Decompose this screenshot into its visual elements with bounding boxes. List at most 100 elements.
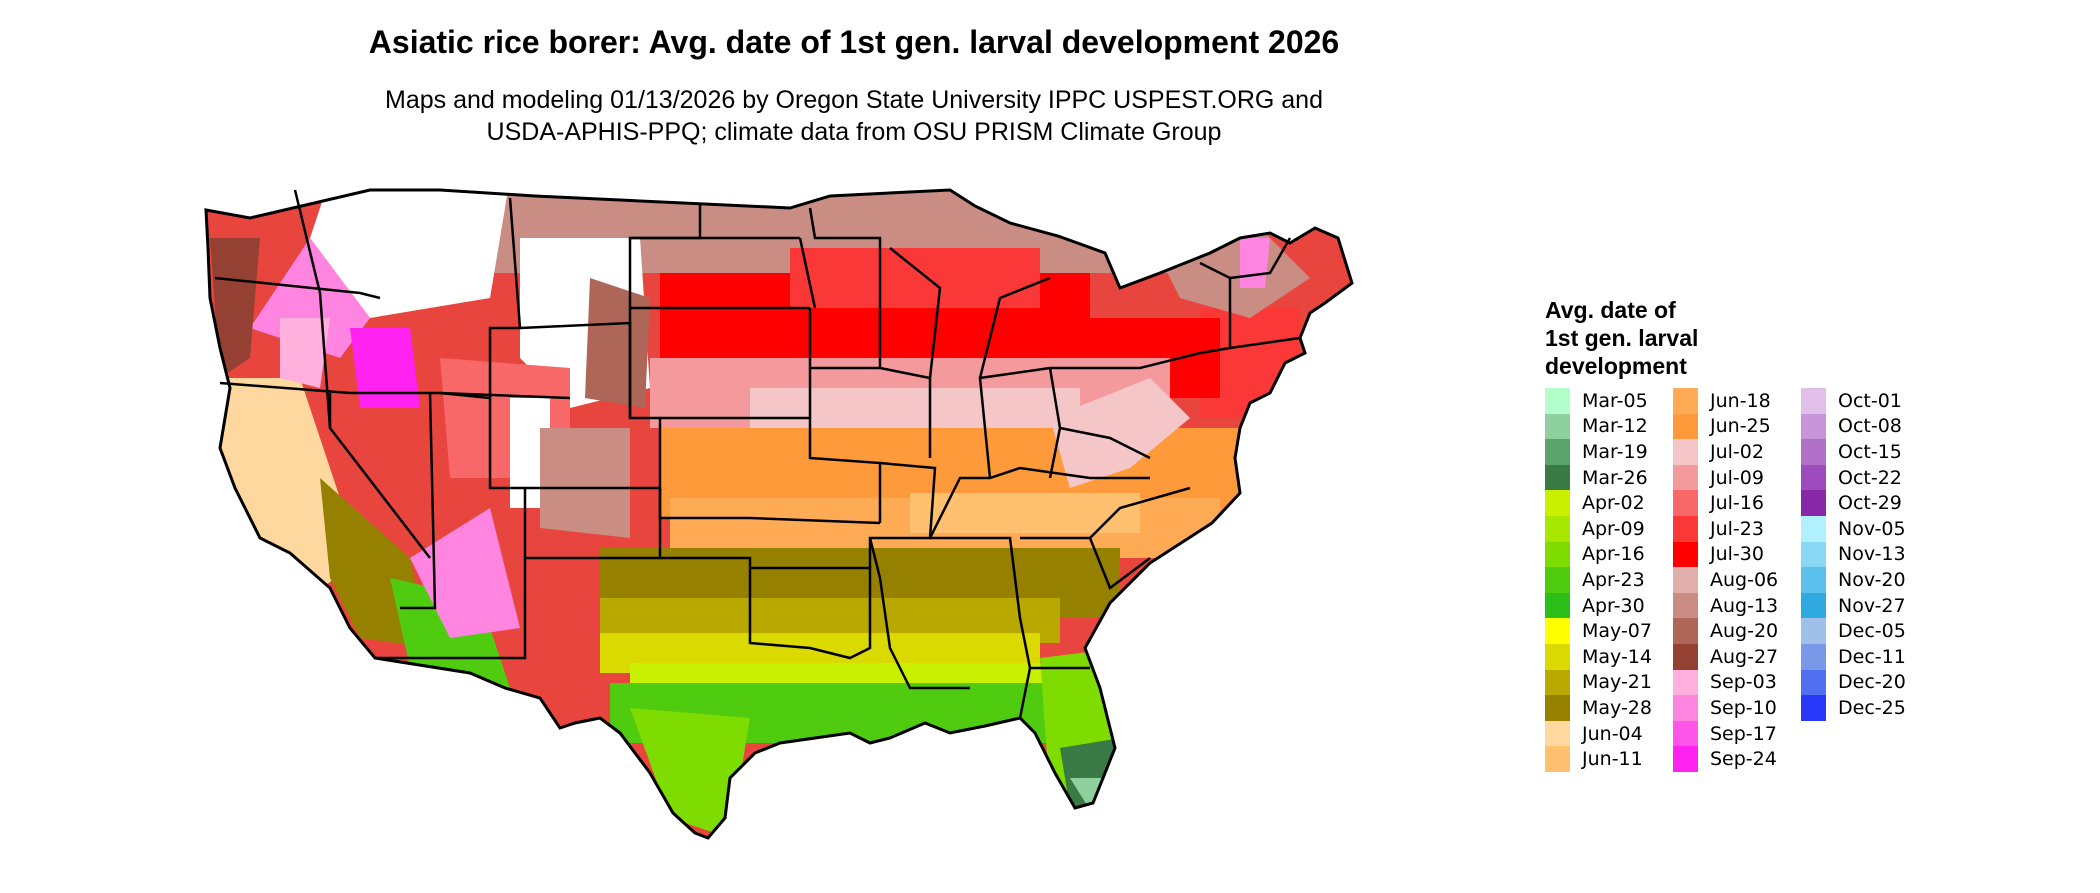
legend-swatch (1673, 720, 1698, 747)
legend-item: Apr-09 (1545, 515, 1675, 542)
legend-swatch (1673, 669, 1698, 696)
legend-label: Oct-29 (1838, 492, 1902, 515)
legend-item: Jul-02 (1673, 439, 1803, 465)
legend-item: Jun-11 (1545, 746, 1675, 772)
legend-label: Oct-01 (1838, 389, 1902, 412)
legend-swatch (1545, 643, 1570, 670)
legend-label: Apr-09 (1582, 517, 1645, 540)
legend-label: Mar-05 (1582, 389, 1648, 412)
legend-label: Nov-05 (1838, 517, 1906, 540)
legend-item: Oct-01 (1801, 388, 1931, 414)
legend-label: Mar-12 (1582, 415, 1648, 438)
legend-label: Aug-06 (1710, 568, 1779, 591)
map-subtitle: Maps and modeling 01/13/2026 by Oregon S… (385, 86, 1323, 146)
legend-label: Jul-30 (1710, 543, 1764, 566)
legend-label: Oct-15 (1838, 440, 1902, 463)
legend-label: Apr-16 (1582, 543, 1645, 566)
legend-swatch (1673, 567, 1698, 593)
legend-label: Aug-20 (1710, 620, 1779, 643)
legend-swatch (1673, 618, 1698, 644)
legend-label: Apr-30 (1582, 594, 1645, 617)
legend-item: Aug-27 (1673, 643, 1803, 670)
legend-swatch (1545, 720, 1570, 747)
legend-swatch (1545, 490, 1570, 516)
legend-item: Nov-27 (1801, 592, 1931, 619)
legend-swatch (1545, 388, 1570, 414)
legend-swatch (1801, 669, 1826, 696)
legend-item: May-07 (1545, 618, 1675, 644)
legend-item: Dec-11 (1801, 643, 1931, 670)
legend-swatch (1673, 695, 1698, 721)
legend-swatch (1545, 746, 1570, 772)
legend-swatch (1801, 388, 1826, 414)
legend-swatch (1673, 439, 1698, 465)
legend-item: Apr-16 (1545, 541, 1675, 568)
legend-item: Apr-30 (1545, 592, 1675, 619)
legend-swatch (1801, 439, 1826, 465)
legend-label: Dec-25 (1838, 696, 1906, 719)
legend-item: Jul-30 (1673, 541, 1803, 568)
legend-swatch (1801, 515, 1826, 542)
legend-item: Jun-18 (1673, 388, 1803, 414)
legend-item: Dec-25 (1801, 695, 1931, 721)
legend-swatch (1673, 592, 1698, 619)
legend-swatch (1801, 695, 1826, 721)
legend-label: Sep-10 (1710, 696, 1777, 719)
legend-item: Oct-22 (1801, 464, 1931, 491)
legend-label: Jun-18 (1710, 389, 1771, 412)
legend-label: Nov-20 (1838, 568, 1906, 591)
legend-item: Nov-05 (1801, 515, 1931, 542)
legend-label: Aug-27 (1710, 645, 1779, 668)
legend-swatch (1673, 490, 1698, 516)
legend-label: Apr-23 (1582, 568, 1645, 591)
legend-label: Nov-27 (1838, 594, 1906, 617)
legend-label: May-21 (1582, 671, 1652, 694)
legend-swatch (1801, 592, 1826, 619)
legend-swatch (1545, 413, 1570, 440)
legend-swatch (1673, 515, 1698, 542)
legend-item: Aug-06 (1673, 567, 1803, 593)
legend-label: Mar-19 (1582, 440, 1648, 463)
legend-label: Jul-09 (1710, 466, 1764, 489)
legend-swatch (1673, 388, 1698, 414)
legend-swatch (1545, 515, 1570, 542)
legend-label: Sep-24 (1710, 748, 1777, 771)
legend-column: Mar-05 Mar-12 Mar-19 Mar-26 Apr-02 Apr-09 Apr-… (1545, 388, 1675, 772)
legend-swatch (1801, 643, 1826, 670)
legend-item: Sep-10 (1673, 695, 1803, 721)
legend-swatch (1673, 746, 1698, 772)
legend-swatch (1801, 413, 1826, 440)
legend-item: Sep-24 (1673, 746, 1803, 772)
legend-swatch (1545, 541, 1570, 568)
legend-swatch (1801, 490, 1826, 516)
legend-label: Jun-04 (1582, 722, 1643, 745)
legend-label: Dec-11 (1838, 645, 1906, 668)
legend-swatch (1801, 618, 1826, 644)
legend-item: Oct-15 (1801, 439, 1931, 465)
legend-item: Sep-17 (1673, 720, 1803, 747)
legend-item: Jun-04 (1545, 720, 1675, 747)
legend-column: Oct-01 Oct-08 Oct-15 Oct-22 Oct-29 Nov-05 Nov-… (1801, 388, 1931, 721)
legend-swatch (1545, 464, 1570, 491)
legend-item: Jul-23 (1673, 515, 1803, 542)
legend-label: Jul-02 (1710, 440, 1764, 463)
legend-swatch (1801, 567, 1826, 593)
legend-label: Oct-08 (1838, 415, 1902, 438)
legend-item: Apr-23 (1545, 567, 1675, 593)
legend-item: Aug-20 (1673, 618, 1803, 644)
legend-title: Avg. date of 1st gen. larval development (1545, 297, 1699, 379)
legend-swatch (1545, 567, 1570, 593)
legend-item: Sep-03 (1673, 669, 1803, 696)
legend-item: Dec-20 (1801, 669, 1931, 696)
legend-label: Jun-25 (1710, 415, 1771, 438)
map-title: Asiatic rice borer: Avg. date of 1st gen… (368, 24, 1340, 60)
legend-item: May-21 (1545, 669, 1675, 696)
legend-label: Mar-26 (1582, 466, 1648, 489)
legend-item: May-28 (1545, 695, 1675, 721)
legend-label: May-28 (1582, 696, 1652, 719)
legend-item: Mar-19 (1545, 439, 1675, 465)
legend-item: Aug-13 (1673, 592, 1803, 619)
legend-label: Jul-16 (1710, 492, 1764, 515)
legend-label: Dec-20 (1838, 671, 1906, 694)
us-map (204, 188, 1354, 840)
